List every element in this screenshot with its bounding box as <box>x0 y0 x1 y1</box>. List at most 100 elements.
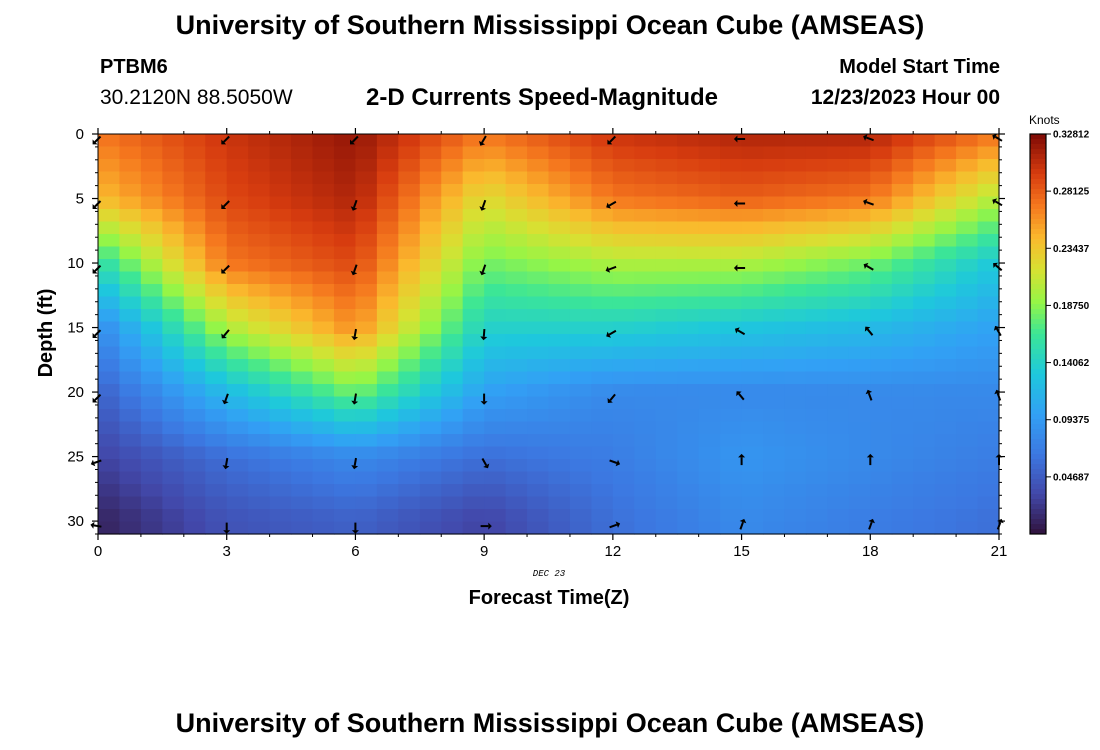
heatmap-cell <box>119 509 142 523</box>
heatmap-cell <box>205 509 228 523</box>
heatmap-cell <box>441 309 464 323</box>
heatmap-cell <box>698 171 721 185</box>
heatmap-cell <box>655 196 678 210</box>
heatmap-cell <box>291 171 314 185</box>
heatmap-cell <box>720 359 743 373</box>
heatmap-cell <box>162 296 185 310</box>
heatmap-cell <box>977 521 1000 535</box>
heatmap-cell <box>484 434 507 448</box>
heatmap-cell <box>505 371 528 385</box>
heatmap-cell <box>441 346 464 360</box>
arrow-shaft <box>866 265 874 271</box>
heatmap-cell <box>956 421 979 435</box>
heatmap-cell <box>612 484 635 498</box>
heatmap-cell <box>934 484 957 498</box>
heatmap-cell <box>913 471 936 485</box>
heatmap-cell <box>98 421 121 435</box>
heatmap-cell <box>505 234 528 248</box>
heatmap-cell <box>355 496 378 510</box>
arrow-head <box>866 453 874 458</box>
x-tick-label: 12 <box>605 543 622 560</box>
colorbar-segment <box>1030 434 1046 440</box>
heatmap-cell <box>956 271 979 285</box>
heatmap-cell <box>612 134 635 148</box>
heatmap-cell <box>312 509 335 523</box>
heatmap-cell <box>162 396 185 410</box>
heatmap-cell <box>805 271 828 285</box>
arrow-head <box>223 530 231 534</box>
heatmap-cell <box>484 259 507 273</box>
heatmap-cell <box>977 159 1000 173</box>
heatmap-cell <box>741 134 764 148</box>
current-arrow <box>863 198 874 206</box>
heatmap-cell <box>248 509 271 523</box>
heatmap-cell <box>956 359 979 373</box>
heatmap-cell <box>505 296 528 310</box>
heatmap-cell <box>183 371 206 385</box>
heatmap-cell <box>205 384 228 398</box>
heatmap-cell <box>98 246 121 260</box>
colorbar-segment <box>1030 309 1046 315</box>
colorbar-tick-label: 0.09375 <box>1053 415 1090 426</box>
heatmap-cell <box>291 309 314 323</box>
heatmap-cell <box>934 159 957 173</box>
heatmap-cell <box>805 184 828 198</box>
heatmap-cell <box>376 159 399 173</box>
arrow-head <box>479 140 486 146</box>
heatmap-cell <box>741 496 764 510</box>
heatmap-cell <box>527 371 550 385</box>
heatmap-cell <box>784 321 807 335</box>
heatmap-cell <box>248 359 271 373</box>
heatmap-cell <box>333 496 357 510</box>
heatmap-cell <box>720 446 743 460</box>
heatmap-cell <box>441 434 464 448</box>
heatmap-cell <box>805 134 828 148</box>
heatmap-cell <box>848 321 871 335</box>
heatmap-cell <box>484 196 507 210</box>
heatmap-cell <box>162 146 185 160</box>
heatmap-cell <box>720 459 743 473</box>
heatmap-cell <box>548 271 571 285</box>
heatmap-cell <box>655 484 678 498</box>
heatmap-cell <box>827 221 850 235</box>
heatmap-cell <box>956 459 979 473</box>
heatmap-cell <box>677 409 700 423</box>
heatmap-cell <box>977 259 1000 273</box>
heatmap-cell <box>784 259 807 273</box>
heatmap-cell <box>655 434 678 448</box>
heatmap-cell <box>698 209 721 223</box>
heatmap-cell <box>934 184 957 198</box>
heatmap-cell <box>205 521 228 535</box>
heatmap-cell <box>269 459 292 473</box>
heatmap-cell <box>140 321 163 335</box>
heatmap-cell <box>784 221 807 235</box>
heatmap-cell <box>934 221 957 235</box>
colorbar-segment <box>1030 179 1046 185</box>
heatmap-cell <box>763 446 786 460</box>
heatmap-cell <box>956 346 979 360</box>
heatmap-cell <box>162 159 185 173</box>
heatmap-cell <box>398 484 421 498</box>
heatmap-cell <box>269 359 292 373</box>
heatmap-cell <box>569 284 592 298</box>
heatmap-cell <box>183 446 206 460</box>
heatmap-cell <box>484 309 507 323</box>
arrow-shaft <box>868 521 873 530</box>
y-tick-label: 25 <box>67 449 84 466</box>
heatmap-cell <box>848 509 871 523</box>
heatmap-cell <box>848 196 871 210</box>
arrow-shaft <box>351 135 359 143</box>
heatmap-cell <box>891 171 914 185</box>
heatmap-cell <box>355 396 378 410</box>
heatmap-cell <box>226 134 249 148</box>
heatmap-cell <box>805 521 828 535</box>
heatmap-cell <box>248 396 271 410</box>
heatmap-cell <box>291 396 314 410</box>
x-tick-label: 21 <box>991 543 1008 560</box>
heatmap-cell <box>376 321 399 335</box>
heatmap-cell <box>741 396 764 410</box>
heatmap-cell <box>205 296 228 310</box>
heatmap-cell <box>441 321 464 335</box>
heatmap-cell <box>226 346 249 360</box>
heatmap-cell <box>419 334 442 348</box>
